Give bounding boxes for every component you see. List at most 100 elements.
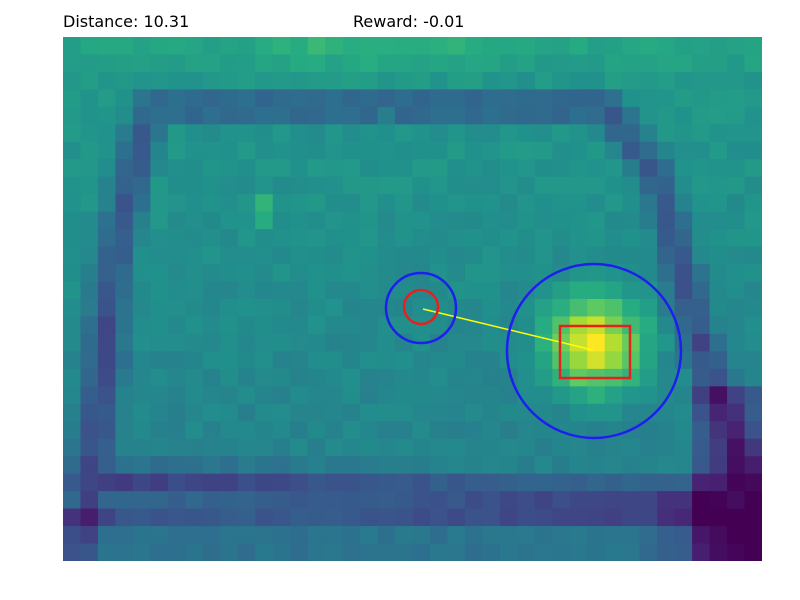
heatmap-cell: [307, 211, 326, 230]
heatmap-cell: [115, 473, 134, 492]
heatmap-cell: [744, 333, 762, 352]
heatmap-cell: [464, 141, 484, 160]
heatmap-cell: [657, 526, 676, 545]
heatmap-cell: [150, 508, 169, 527]
heatmap-cell: [657, 351, 676, 370]
heatmap-cell: [255, 508, 274, 527]
heatmap-cell: [692, 491, 711, 510]
heatmap-cell: [709, 299, 728, 318]
heatmap-cell: [587, 246, 606, 265]
heatmap-cell: [150, 246, 169, 265]
heatmap-cell: [272, 281, 291, 300]
heatmap-cell: [237, 403, 256, 422]
heatmap-cell: [220, 456, 239, 475]
heatmap-cell: [132, 421, 151, 440]
heatmap-cell: [80, 386, 99, 405]
heatmap-cell: [272, 543, 291, 561]
heatmap-cell: [727, 368, 746, 387]
heatmap-cell: [464, 89, 484, 108]
heatmap-cell: [534, 299, 553, 318]
heatmap-cell: [622, 299, 641, 318]
heatmap-cell: [692, 473, 711, 492]
heatmap-cell: [657, 508, 676, 527]
heatmap-cell: [727, 456, 746, 475]
heatmap-cell: [307, 403, 326, 422]
heatmap-cell: [272, 351, 291, 370]
heatmap-cell: [429, 176, 449, 195]
heatmap-cell: [692, 141, 711, 160]
heatmap-cell: [272, 124, 291, 143]
heatmap-cell: [360, 211, 379, 230]
heatmap-cell: [447, 37, 466, 56]
heatmap-cell: [272, 473, 291, 492]
heatmap-cell: [727, 246, 746, 265]
heatmap-cell: [272, 176, 291, 195]
heatmap-cell: [709, 159, 728, 178]
heatmap-cell: [167, 526, 186, 545]
heatmap-cell: [534, 106, 553, 125]
heatmap-grid: [63, 37, 762, 561]
heatmap-cell: [325, 491, 344, 510]
heatmap-cell: [395, 421, 414, 440]
heatmap-cell: [639, 403, 658, 422]
heatmap-cell: [307, 194, 326, 213]
heatmap-cell: [63, 229, 82, 248]
heatmap-cell: [97, 194, 117, 213]
heatmap-cell: [220, 438, 239, 457]
heatmap-cell: [587, 264, 606, 283]
heatmap-cell: [290, 333, 309, 352]
heatmap-cell: [307, 54, 326, 73]
heatmap-cell: [692, 176, 711, 195]
heatmap-cell: [272, 403, 291, 422]
heatmap-cell: [727, 124, 746, 143]
heatmap-cell: [237, 333, 256, 352]
heatmap-cell: [482, 89, 501, 108]
heatmap-cell: [395, 141, 414, 160]
heatmap-cell: [604, 403, 623, 422]
heatmap-cell: [464, 456, 484, 475]
heatmap-cell: [63, 438, 82, 457]
heatmap-cell: [237, 526, 256, 545]
heatmap-cell: [499, 211, 518, 230]
heatmap-cell: [657, 281, 676, 300]
heatmap-cell: [744, 351, 762, 370]
heatmap-cell: [499, 281, 518, 300]
heatmap-cell: [360, 403, 379, 422]
heatmap-cell: [744, 543, 762, 561]
heatmap-cell: [412, 194, 431, 213]
heatmap-cell: [290, 194, 309, 213]
heatmap-cell: [342, 106, 361, 125]
heatmap-cell: [80, 71, 99, 90]
heatmap-cell: [499, 89, 518, 108]
heatmap-cell: [552, 299, 571, 318]
heatmap-cell: [342, 211, 361, 230]
heatmap-cell: [377, 508, 396, 527]
heatmap-cell: [464, 473, 484, 492]
heatmap-cell: [255, 368, 274, 387]
heatmap-cell: [395, 106, 414, 125]
heatmap-cell: [552, 473, 571, 492]
heatmap-cell: [569, 141, 588, 160]
heatmap-cell: [674, 37, 693, 56]
heatmap-cell: [464, 299, 484, 318]
heatmap-cell: [185, 176, 204, 195]
heatmap-cell: [325, 54, 344, 73]
reward-readout: Reward: -0.01: [353, 12, 465, 31]
heatmap-cell: [63, 211, 82, 230]
heatmap-cell: [674, 333, 693, 352]
heatmap-cell: [517, 194, 536, 213]
heatmap-cell: [377, 37, 396, 56]
heatmap-cell: [395, 526, 414, 545]
heatmap-cell: [429, 526, 449, 545]
heatmap-cell: [185, 421, 204, 440]
heatmap-cell: [692, 159, 711, 178]
heatmap-cell: [464, 316, 484, 335]
heatmap-cell: [674, 211, 693, 230]
heatmap-cell: [115, 194, 134, 213]
heatmap-cell: [220, 211, 239, 230]
heatmap-cell: [290, 403, 309, 422]
heatmap-cell: [604, 526, 623, 545]
heatmap-cell: [534, 421, 553, 440]
heatmap-cell: [692, 106, 711, 125]
heatmap-cell: [202, 438, 221, 457]
